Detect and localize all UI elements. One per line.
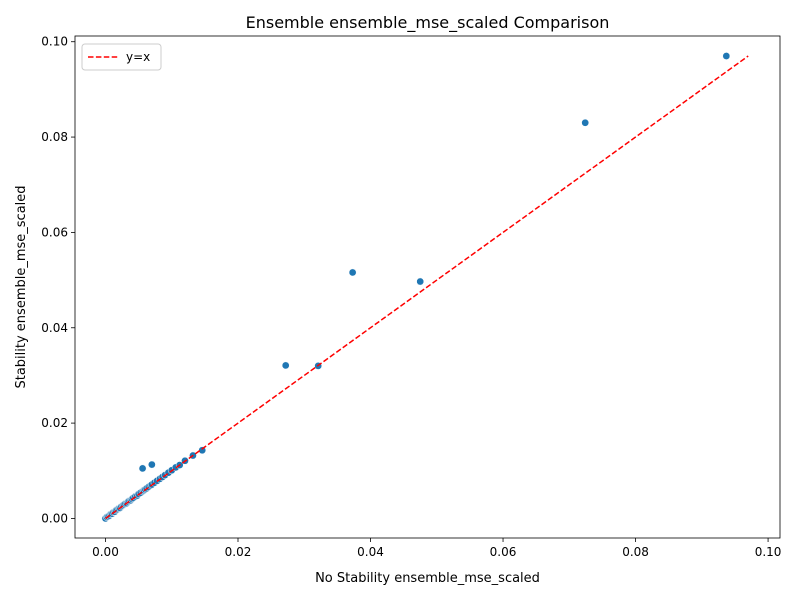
x-tick-label: 0.08 — [622, 545, 649, 559]
axes: 0.00 0.02 0.04 0.06 0.08 0.10 0.00 0.02 0.04 0.06… — [41, 35, 781, 559]
points-layer — [101, 52, 731, 523]
y-tick-label: 0.08 — [41, 130, 68, 144]
x-axis-label: No Stability ensemble_mse_scaled — [315, 571, 540, 586]
chart-title: Ensemble ensemble_mse_scaled Comparison — [246, 13, 610, 33]
reference-line-y-equals-x — [105, 55, 749, 520]
plot-frame — [74, 35, 781, 539]
x-tick-label: 0.04 — [357, 545, 384, 559]
y-tick-label: 0.06 — [41, 225, 68, 239]
x-tick-label: 0.00 — [92, 545, 119, 559]
x-tick-label: 0.10 — [755, 545, 782, 559]
data-point — [581, 118, 590, 127]
y-tick-label: 0.04 — [41, 321, 68, 335]
data-point — [416, 277, 425, 286]
x-tick-label: 0.02 — [225, 545, 252, 559]
legend: y=x — [81, 43, 162, 71]
y-axis-label: Stability ensemble_mse_scaled — [14, 185, 29, 388]
data-point — [281, 361, 290, 370]
legend-label: y=x — [126, 50, 150, 64]
data-point — [148, 460, 156, 469]
data-point — [138, 464, 147, 473]
data-point — [198, 446, 207, 455]
y-tick-label: 0.00 — [41, 511, 68, 525]
y-tick-label: 0.02 — [41, 416, 68, 430]
y-tick-label: 0.10 — [41, 35, 68, 49]
x-tick-label: 0.06 — [490, 545, 517, 559]
legend-frame — [81, 43, 162, 71]
data-point — [348, 268, 357, 277]
data-point — [722, 52, 731, 60]
